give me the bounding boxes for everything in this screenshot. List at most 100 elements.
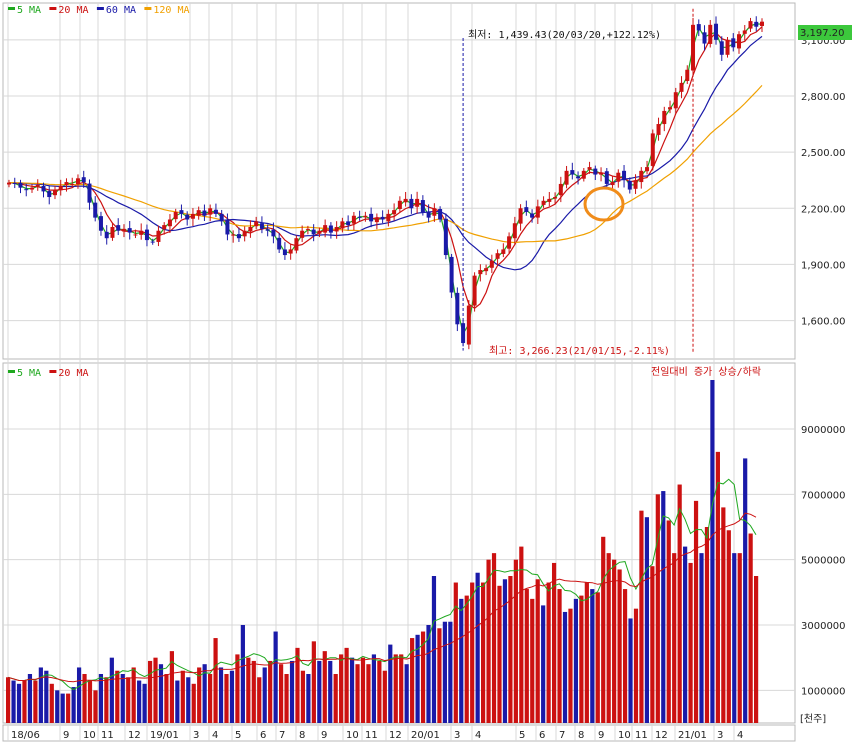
candle-body (127, 228, 132, 233)
volume-bar (218, 667, 224, 723)
candle-body (524, 207, 529, 213)
candle-body (52, 189, 57, 196)
candle-body (231, 234, 236, 236)
volume-bar (448, 621, 453, 723)
candle-body (466, 305, 471, 345)
candle-body (208, 208, 213, 215)
volume-bar (693, 500, 699, 723)
legend-label: 5 MA (17, 368, 41, 379)
legend-label: 60 MA (106, 5, 136, 16)
candle-body (41, 185, 46, 192)
candle-body (581, 170, 586, 179)
candle-body (58, 185, 63, 191)
volume-bar (699, 553, 704, 723)
price-tick-label: 1,900.00 (801, 260, 846, 271)
candle-body (104, 231, 109, 239)
volume-bar (355, 664, 360, 723)
candle-body (219, 213, 224, 222)
x-tick-label: 6 (260, 730, 266, 741)
volume-bar (491, 553, 497, 723)
candle-body (196, 210, 201, 216)
volume-bar (38, 667, 43, 723)
candle-body (449, 256, 454, 293)
legend-swatch (49, 7, 57, 10)
candle-body (328, 225, 333, 233)
candle-body (392, 210, 397, 215)
candle-body (484, 268, 489, 272)
candle-body (748, 21, 753, 29)
volume-bar (311, 641, 316, 723)
volume-bar (104, 677, 109, 723)
candle-body (162, 225, 167, 230)
volume-bar (382, 670, 387, 723)
x-tick-label: 10 (83, 730, 96, 741)
volume-bar (573, 598, 579, 723)
candles (7, 16, 764, 350)
volume-bar (633, 608, 639, 723)
volume-bar (87, 680, 93, 723)
volume-bar (617, 569, 622, 723)
x-tick-label: 3 (717, 730, 723, 741)
candle-body (357, 216, 362, 218)
candle-body (507, 236, 512, 249)
candle-body (294, 238, 299, 251)
volume-bar (388, 644, 393, 723)
volume-bar (726, 530, 731, 723)
legend-swatch (96, 7, 104, 10)
x-tick-label: 12 (389, 730, 402, 741)
candle-body (93, 202, 98, 218)
volume-bar (710, 380, 715, 723)
candle-body (225, 219, 230, 235)
candle-body (443, 218, 448, 256)
candle-body (311, 229, 316, 235)
volume-bar (208, 674, 213, 723)
candle-body (346, 221, 351, 226)
volume-bar (497, 585, 502, 723)
volume-bar (76, 667, 82, 723)
x-tick-label: 11 (101, 730, 114, 741)
volume-bar (344, 647, 349, 723)
volume-bar (240, 625, 245, 723)
candle-body (121, 228, 126, 232)
legend-swatch (49, 370, 57, 373)
volume-bar (475, 572, 480, 723)
candle-body (627, 180, 632, 190)
candle-body (754, 21, 759, 27)
volume-bar (661, 491, 666, 723)
price-tick-label: 1,600.00 (801, 317, 846, 328)
candle-body (397, 200, 402, 210)
x-tick-label: 4 (475, 730, 481, 741)
volume-bar (644, 517, 650, 723)
candle-body (501, 249, 506, 254)
volume-bar (295, 647, 300, 723)
candle-body (380, 216, 385, 220)
price-tick-label: 2,500.00 (801, 148, 846, 159)
candle-body (495, 253, 500, 259)
volume-bar (169, 651, 174, 723)
volume-bar (202, 664, 207, 723)
candle-body (742, 30, 747, 34)
candle-body (489, 260, 494, 268)
candle-body (242, 230, 247, 237)
candle-body (409, 198, 414, 209)
volume-bar (666, 520, 671, 723)
candle-body (530, 213, 535, 218)
volume-bar (650, 566, 655, 723)
volume-bar (481, 582, 486, 723)
volume-bar (519, 546, 524, 723)
volume-bar (415, 634, 420, 723)
volume-bar (349, 657, 355, 723)
volume-bar (147, 660, 153, 723)
volume-bar (22, 680, 27, 723)
volume-bar (470, 582, 475, 723)
volume-bar (628, 618, 633, 723)
legend-label: 5 MA (17, 5, 41, 16)
legend-label: 20 MA (58, 368, 88, 379)
volume-bar (126, 677, 131, 723)
volume-bar (6, 677, 11, 723)
x-tick-label: 9 (598, 730, 604, 741)
volume-bar (442, 621, 447, 723)
candle-body (254, 221, 259, 227)
volume-bar (284, 674, 289, 723)
candle-body (334, 226, 339, 232)
